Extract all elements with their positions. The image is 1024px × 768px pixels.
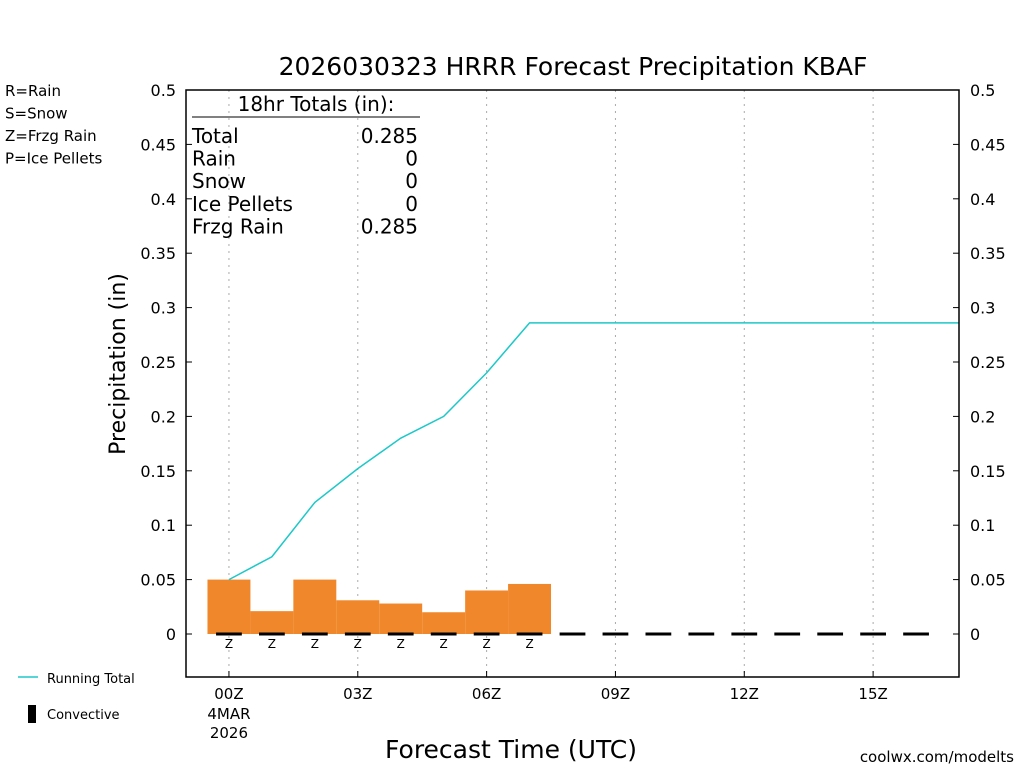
precip-type-code: Z — [311, 637, 319, 651]
convective-bar — [473, 632, 500, 636]
convective-bar — [731, 632, 758, 636]
type-legend-item: Z=Frzg Rain — [5, 127, 97, 145]
convective-bar — [860, 632, 886, 636]
y-tick-label-left: 0.05 — [140, 571, 176, 590]
plot-frame — [185, 89, 960, 678]
convective-bar — [559, 632, 586, 636]
convective-bar — [645, 632, 672, 636]
running-total-line — [228, 322, 959, 581]
y-tick-label-right: 0.3 — [970, 299, 995, 318]
x-tick-label: 09Z — [601, 685, 630, 703]
date-label: 2026 — [210, 724, 248, 742]
totals-title: 18hr Totals (in): — [238, 92, 395, 116]
date-label: 4MAR — [207, 705, 250, 723]
precip-type-code: Z — [525, 637, 533, 651]
convective-bar — [344, 632, 371, 636]
x-axis-label: Forecast Time (UTC) — [385, 735, 637, 764]
y-tick-label-left: 0.25 — [140, 353, 176, 372]
convective-bar — [430, 632, 457, 636]
frzg-rain-bar — [422, 612, 466, 634]
y-tick-label-left: 0.35 — [140, 244, 176, 263]
frzg-rain-bar — [465, 590, 509, 634]
legend: R=Rain S=Snow Z=Frzg Rain P=Ice Pellets Runn… — [5, 82, 135, 723]
precip-type-code: Z — [482, 637, 490, 651]
x-tick-label: 03Z — [343, 685, 372, 703]
y-tick-label-right: 0.5 — [970, 81, 995, 100]
frzg-rain-bar — [379, 603, 423, 634]
convective-bar — [301, 632, 328, 636]
type-legend-item: P=Ice Pellets — [5, 150, 102, 168]
y-axis-label: Precipitation (in) — [106, 273, 131, 455]
frzg-rain-bar — [508, 583, 552, 634]
convective-legend-label: Convective — [47, 708, 120, 723]
totals-row-value: 0 — [405, 147, 418, 171]
frzg-rain-bar — [250, 611, 294, 634]
y-tick-label-right: 0.05 — [970, 571, 1006, 590]
y-tick-label-right: 0.4 — [970, 190, 995, 209]
y-tick-label-right: 0.25 — [970, 353, 1006, 372]
y-tick-label-left: 0.5 — [151, 81, 176, 100]
convective-bar — [259, 632, 285, 636]
convective-bar — [602, 632, 629, 636]
frzg-rain-bar — [293, 579, 337, 634]
y-tick-label-left: 0.2 — [151, 407, 176, 426]
y-tick-label-left: 0.1 — [151, 516, 176, 535]
frzg-rain-bar — [207, 579, 251, 634]
totals-box: 18hr Totals (in): Total 0.285 Rain 0 Snow 0 Ice… — [191, 92, 420, 238]
running-total-legend-label: Running Total — [47, 672, 135, 687]
y-tick-label-right: 0 — [970, 625, 980, 644]
y-tick-label-left: 0.4 — [151, 190, 176, 209]
x-tick-label: 12Z — [730, 685, 759, 703]
totals-row-value: 0 — [405, 169, 418, 193]
convective-bar — [216, 632, 242, 636]
y-tick-label-right: 0.1 — [970, 516, 995, 535]
convective-layer — [216, 632, 929, 636]
y-tick-label-left: 0 — [166, 625, 176, 644]
y-tick-label-right: 0.15 — [970, 462, 1006, 481]
bar-layer — [207, 579, 552, 634]
y-tick-label-left: 0.15 — [140, 462, 176, 481]
type-legend-item: S=Snow — [5, 105, 68, 123]
chart-title: 2026030323 HRRR Forecast Precipitation K… — [279, 52, 868, 81]
convective-bar — [903, 632, 929, 636]
convective-bar — [817, 632, 844, 636]
x-tick-label: 06Z — [472, 685, 501, 703]
frzg-rain-bar — [336, 600, 380, 634]
x-tick-label: 00Z — [214, 685, 243, 703]
convective-bar — [516, 632, 543, 636]
convective-legend-swatch — [28, 705, 36, 723]
totals-row-label: Frzg Rain — [192, 214, 284, 238]
convective-bar — [774, 632, 801, 636]
y-tick-label-right: 0.35 — [970, 244, 1006, 263]
y-tick-label-right: 0.2 — [970, 407, 995, 426]
y-tick-label-right: 0.45 — [970, 135, 1006, 154]
convective-bar — [387, 632, 414, 636]
credit-link[interactable]: coolwx.com/modelts — [860, 748, 1014, 766]
totals-row-label: Ice Pellets — [192, 192, 293, 216]
y-tick-label-left: 0.3 — [151, 299, 176, 318]
precip-type-code: Z — [225, 637, 233, 651]
x-tick-label: 15Z — [858, 685, 887, 703]
running-total-layer — [228, 322, 959, 581]
precip-type-code: Z — [440, 637, 448, 651]
type-legend-item: R=Rain — [5, 82, 61, 100]
totals-row-label: Total — [191, 124, 239, 148]
totals-row-label: Snow — [192, 169, 246, 193]
convective-bar — [688, 632, 715, 636]
precip-type-code: Z — [268, 637, 276, 651]
y-tick-label-left: 0.45 — [140, 135, 176, 154]
totals-row-value: 0.285 — [361, 214, 418, 238]
totals-row-value: 0 — [405, 192, 418, 216]
totals-row-value: 0.285 — [361, 124, 418, 148]
precip-type-code: Z — [354, 637, 362, 651]
totals-row-label: Rain — [192, 147, 236, 171]
precip-type-code: Z — [397, 637, 405, 651]
